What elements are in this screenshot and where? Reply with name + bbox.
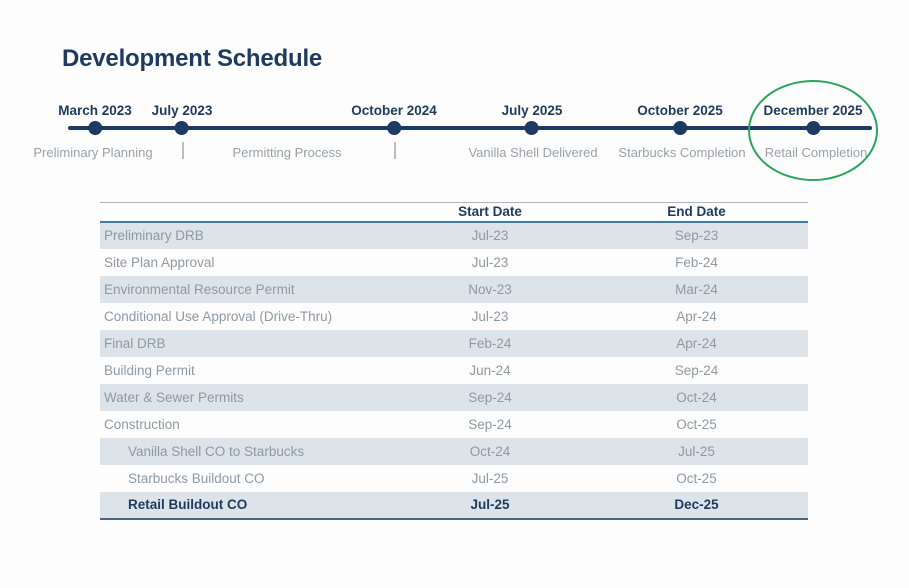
end-date-cell: Apr-24 (676, 335, 717, 351)
start-date-cell: Feb-24 (468, 335, 512, 351)
end-date-cell: Dec-25 (674, 497, 719, 512)
milestone-july-2023: July 2023 (151, 103, 213, 135)
table-row-indented: Starbucks Buildout CO Jul-25 Oct-25 (100, 465, 808, 492)
table-row: Final DRB Feb-24 Apr-24 (100, 329, 808, 357)
task-cell: Conditional Use Approval (Drive-Thru) (104, 308, 333, 324)
start-date-cell: Sep-24 (468, 389, 512, 405)
page-title: Development Schedule (62, 45, 323, 72)
task-cell: Site Plan Approval (104, 254, 215, 270)
task-cell: Construction (104, 416, 180, 432)
table-row-indented: Vanilla Shell CO to Starbucks Oct-24 Jul… (100, 437, 808, 465)
milestone-dot (174, 121, 189, 135)
start-date-cell: Oct-24 (469, 443, 511, 459)
task-cell: Preliminary DRB (104, 228, 204, 243)
milestone-date: March 2023 (58, 103, 132, 118)
table-row: Site Plan Approval Jul-23 Feb-24 (100, 249, 808, 276)
table-row: Environmental Resource Permit Nov-23 Mar… (100, 275, 808, 303)
milestone-dot (524, 121, 539, 135)
start-date-cell: Jun-24 (469, 362, 511, 378)
phase-preliminary-planning: Preliminary Planning (33, 145, 153, 160)
task-cell: Vanilla Shell CO to Starbucks (128, 443, 305, 459)
start-date-cell: Jul-23 (471, 308, 509, 324)
task-cell: Environmental Resource Permit (104, 281, 295, 297)
header-start-date: Start Date (458, 204, 522, 220)
timeline-line (68, 126, 872, 130)
milestone-date: July 2025 (501, 103, 563, 118)
start-date-cell: Jul-25 (470, 497, 510, 512)
table-row: Building Permit Jun-24 Sep-24 (100, 357, 808, 384)
start-date-cell: Sep-24 (468, 416, 512, 432)
table-row-final: Retail Buildout CO Jul-25 Dec-25 (100, 491, 808, 519)
end-date-cell: Oct-25 (676, 416, 717, 432)
end-date-cell: Feb-24 (675, 254, 718, 270)
header-end-date: End Date (667, 204, 726, 220)
milestone-dot (386, 121, 401, 135)
phase-permitting-process: Permitting Process (232, 145, 342, 160)
milestone-july-2025: July 2025 (501, 103, 563, 135)
end-date-cell: Sep-23 (674, 228, 719, 243)
milestone-date: October 2024 (351, 103, 437, 118)
task-cell: Starbucks Buildout CO (128, 470, 265, 486)
schedule-table: Start Date End Date Preliminary DRB Jul-… (100, 202, 808, 520)
milestone-october-2024: October 2024 (351, 103, 437, 135)
end-date-cell: Mar-24 (675, 281, 718, 297)
milestone-date: July 2023 (151, 103, 213, 118)
task-cell: Final DRB (104, 335, 166, 351)
milestone-march-2023: March 2023 (58, 103, 132, 135)
start-date-cell: Jul-23 (471, 228, 509, 243)
task-cell: Building Permit (104, 362, 195, 378)
milestone-dot (87, 121, 102, 135)
highlight-circle (748, 80, 878, 181)
table-row: Construction Sep-24 Oct-25 (100, 411, 808, 438)
milestone-dot (672, 121, 687, 135)
table-row: Conditional Use Approval (Drive-Thru) Ju… (100, 303, 808, 330)
end-date-cell: Sep-24 (674, 362, 719, 378)
start-date-cell: Jul-25 (471, 470, 509, 486)
start-date-cell: Nov-23 (468, 281, 512, 297)
table-row: Water & Sewer Permits Sep-24 Oct-24 (100, 383, 808, 411)
milestone-october-2025: October 2025 (637, 103, 723, 135)
table-row: Preliminary DRB Jul-23 Sep-23 (100, 221, 808, 249)
start-date-cell: Jul-23 (471, 254, 509, 270)
end-date-cell: Jul-25 (678, 443, 715, 459)
phase-separator (182, 142, 184, 159)
end-date-cell: Oct-25 (676, 470, 717, 486)
phase-separator (394, 142, 396, 159)
task-cell: Retail Buildout CO (128, 497, 248, 512)
task-cell: Water & Sewer Permits (104, 389, 244, 405)
table-header-row: Start Date End Date (100, 202, 808, 222)
end-date-cell: Apr-24 (676, 308, 717, 324)
milestone-date: October 2025 (637, 103, 723, 118)
end-date-cell: Oct-24 (676, 389, 717, 405)
header-task (100, 203, 395, 222)
phase-starbucks-completion: Starbucks Completion (618, 145, 746, 160)
phase-vanilla-shell-delivered: Vanilla Shell Delivered (468, 145, 598, 160)
